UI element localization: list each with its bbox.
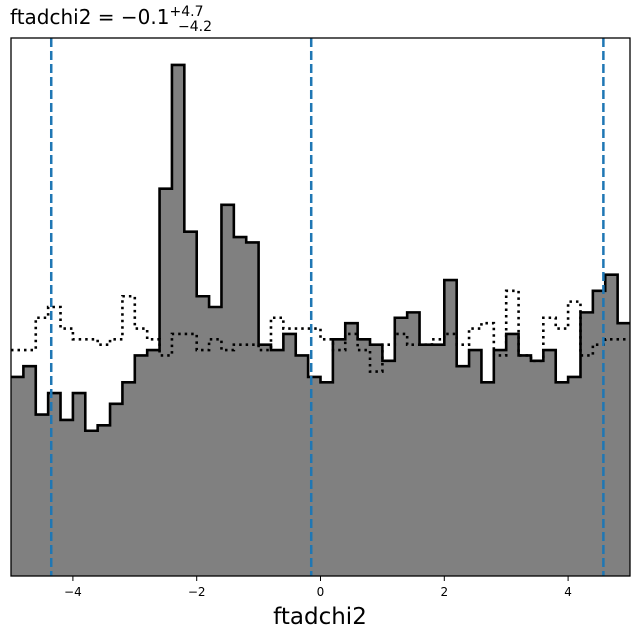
title-prefix: ftadchi2 = −0.1 [10,5,169,29]
x-axis-label: ftadchi2 [273,604,367,630]
plot-area [11,38,630,577]
x-axis: −4 −2 0 2 4 [64,576,572,599]
x-tick-label: 2 [440,585,448,599]
title-subscript: −4.2 [178,19,212,35]
dotted-histogram-outline [11,289,630,373]
x-tick-label: 0 [317,585,325,599]
x-tick-label: −4 [64,585,82,599]
chart-title: ftadchi2 = −0.1+4.7 −4.2 [10,4,212,35]
x-tick-label: 4 [564,585,572,599]
x-tick-label: −2 [188,585,206,599]
title-superscript: +4.7 [169,4,203,20]
histogram-fill [11,64,630,577]
